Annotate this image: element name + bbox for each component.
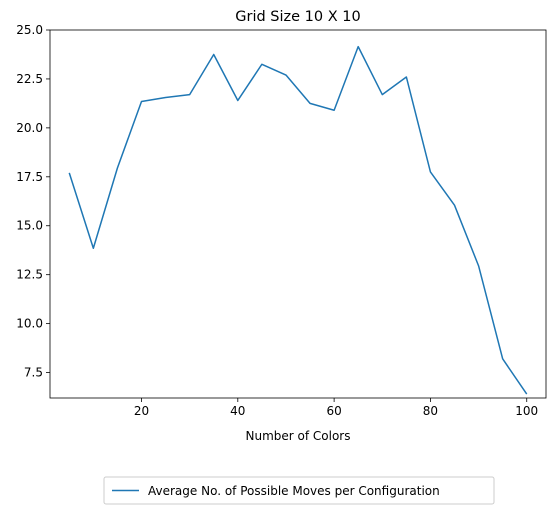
legend: Average No. of Possible Moves per Config… bbox=[103, 476, 495, 505]
y-tick-label: 15.0 bbox=[16, 219, 43, 233]
x-tick-label: 80 bbox=[423, 404, 438, 418]
series-line-0 bbox=[68, 45, 528, 395]
y-tick-label: 7.5 bbox=[24, 366, 43, 380]
x-tick-label: 20 bbox=[134, 404, 149, 418]
x-tick-label: 60 bbox=[326, 404, 341, 418]
y-tick-label: 12.5 bbox=[16, 268, 43, 282]
legend-entry-label: Average No. of Possible Moves per Config… bbox=[148, 484, 440, 498]
x-axis-ticks: 20 40 60 80 100 bbox=[134, 398, 538, 418]
y-tick-label: 10.0 bbox=[16, 317, 43, 331]
plot-area bbox=[49, 29, 547, 399]
y-tick-label: 17.5 bbox=[16, 170, 43, 184]
y-tick-label: 20.0 bbox=[16, 121, 43, 135]
y-axis-ticks: 7.5 10.0 12.5 15.0 17.5 20.0 22.5 25.0 bbox=[16, 23, 50, 380]
chart-title: Grid Size 10 X 10 bbox=[235, 9, 360, 25]
axes-frame bbox=[49, 29, 547, 399]
x-tick-label: 100 bbox=[515, 404, 538, 418]
y-tick-label: 22.5 bbox=[16, 72, 43, 86]
legend-box bbox=[103, 476, 495, 505]
x-axis-label: Number of Colors bbox=[246, 429, 351, 443]
y-tick-label: 25.0 bbox=[16, 23, 43, 37]
x-tick-label: 40 bbox=[230, 404, 245, 418]
